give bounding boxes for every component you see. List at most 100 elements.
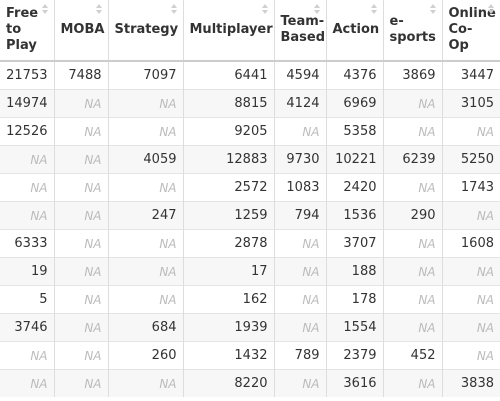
table-cell: NA	[0, 145, 54, 174]
table-cell: 452	[382, 341, 442, 370]
table-row: 12526 NA NA 9205 NA 5358 NA NA	[0, 117, 500, 146]
table-cell: NA	[382, 229, 442, 258]
table-cell: NA	[107, 285, 183, 314]
table-row: NA NA NA 2572 1083 2420 NA 1743	[0, 173, 500, 202]
table-cell: NA	[273, 285, 326, 314]
table-cell: 4594	[273, 60, 326, 90]
table-cell: 14974	[0, 89, 54, 118]
table-cell: 178	[325, 285, 383, 314]
table-cell: 1083	[273, 173, 326, 202]
sort-arrows-icon[interactable]	[95, 4, 103, 16]
column-header[interactable]: Action	[325, 0, 383, 62]
table-cell: 3869	[382, 60, 442, 90]
table-cell: NA	[441, 341, 500, 370]
table-cell: NA	[53, 145, 108, 174]
table-cell: 162	[182, 285, 274, 314]
sort-arrows-icon[interactable]	[261, 4, 269, 16]
column-header[interactable]: Online Co-Op	[441, 0, 500, 62]
table-cell: NA	[107, 89, 183, 118]
table-row: 5 NA NA 162 NA 178 NA NA	[0, 285, 500, 314]
column-header-label: Co-Op	[448, 22, 473, 53]
table-cell: NA	[441, 117, 500, 146]
table-cell: 247	[107, 201, 183, 230]
table-cell: 1554	[325, 313, 383, 342]
table-row: 21753 7488 7097 6441 4594 4376 3869 3447	[0, 60, 500, 90]
column-header-label: Online	[448, 6, 496, 21]
table-cell: NA	[441, 201, 500, 230]
table-cell: 3746	[0, 313, 54, 342]
table-cell: NA	[382, 257, 442, 286]
table-cell: 12883	[182, 145, 274, 174]
table-row: NA NA NA 8220 NA 3616 NA 3838	[0, 369, 500, 397]
table-cell: NA	[53, 201, 108, 230]
table-cell: 3838	[441, 369, 500, 397]
table-cell: 6441	[182, 60, 274, 90]
table-cell: 1432	[182, 341, 274, 370]
table-cell: 5250	[441, 145, 500, 174]
table-cell: NA	[53, 89, 108, 118]
column-header-label: Strategy	[114, 22, 179, 37]
column-header-label: sports	[389, 30, 436, 45]
table-cell: NA	[441, 285, 500, 314]
table-row: 6333 NA NA 2878 NA 3707 NA 1608	[0, 229, 500, 258]
table-body: 21753 7488 7097 6441 4594 4376 3869 3447 14974 NA…	[0, 60, 500, 397]
column-header-label: Play	[6, 38, 37, 53]
table-row: NA NA 260 1432 789 2379 452 NA	[0, 341, 500, 370]
table-cell: NA	[53, 229, 108, 258]
table-cell: NA	[0, 173, 54, 202]
column-header[interactable]: Team- Based	[273, 0, 326, 62]
table-cell: NA	[53, 173, 108, 202]
table-cell: 4059	[107, 145, 183, 174]
sort-arrows-icon[interactable]	[41, 4, 49, 16]
table-cell: NA	[382, 285, 442, 314]
table-cell: NA	[382, 117, 442, 146]
column-header-label: Free	[6, 6, 39, 21]
table-row: NA NA 4059 12883 9730 10221 6239 5250	[0, 145, 500, 174]
sort-arrows-icon[interactable]	[313, 4, 321, 16]
column-header-label: Team-	[280, 14, 325, 29]
table-cell: NA	[53, 369, 108, 397]
table-cell: 19	[0, 257, 54, 286]
table-cell: 290	[382, 201, 442, 230]
table-cell: NA	[53, 117, 108, 146]
table-cell: NA	[107, 173, 183, 202]
table-cell: 4124	[273, 89, 326, 118]
sort-arrows-icon[interactable]	[488, 4, 495, 16]
table-cell: NA	[53, 285, 108, 314]
table-cell: 7488	[53, 60, 108, 90]
table-cell: 3707	[325, 229, 383, 258]
column-header[interactable]: MOBA	[53, 0, 108, 62]
column-header[interactable]: e-sports	[382, 0, 442, 62]
column-header-label: Based	[280, 30, 326, 45]
table-cell: NA	[107, 369, 183, 397]
sort-arrows-icon[interactable]	[429, 4, 437, 16]
table-row: 3746 NA 684 1939 NA 1554 NA NA	[0, 313, 500, 342]
table-cell: 684	[107, 313, 183, 342]
table-cell: NA	[382, 173, 442, 202]
table-cell: 17	[182, 257, 274, 286]
table-cell: 2420	[325, 173, 383, 202]
column-header-label: MOBA	[60, 22, 105, 37]
table-cell: 6333	[0, 229, 54, 258]
table-cell: 6969	[325, 89, 383, 118]
table-cell: NA	[0, 201, 54, 230]
column-header-label: Action	[332, 22, 380, 37]
header-row: Free to Play MOBA Strategy Multiplayer Team- Ba…	[0, 0, 500, 62]
table-cell: NA	[53, 257, 108, 286]
column-header[interactable]: Free to Play	[0, 0, 54, 62]
sort-arrows-icon[interactable]	[370, 4, 378, 16]
table-cell: 260	[107, 341, 183, 370]
table-cell: 6239	[382, 145, 442, 174]
table-cell: 1259	[182, 201, 274, 230]
table-cell: NA	[441, 313, 500, 342]
table-row: NA NA 247 1259 794 1536 290 NA	[0, 201, 500, 230]
table-cell: NA	[382, 89, 442, 118]
sort-arrows-icon[interactable]	[170, 4, 178, 16]
column-header[interactable]: Multiplayer	[182, 0, 274, 62]
table-cell: 8220	[182, 369, 274, 397]
table-cell: 794	[273, 201, 326, 230]
table-cell: NA	[441, 257, 500, 286]
column-header[interactable]: Strategy	[107, 0, 183, 62]
